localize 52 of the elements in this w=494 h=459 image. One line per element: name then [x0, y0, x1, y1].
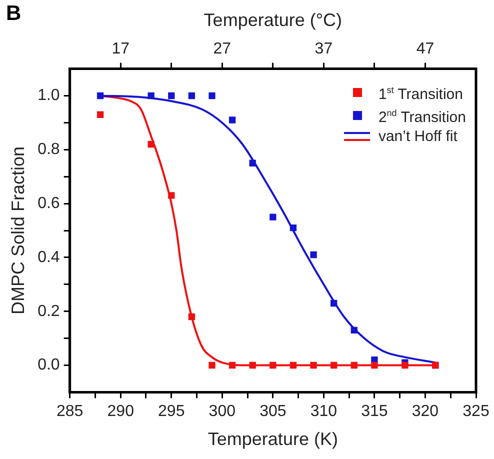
point	[350, 326, 358, 334]
point	[310, 251, 317, 258]
point	[96, 92, 104, 100]
point	[228, 362, 236, 369]
point	[228, 116, 236, 124]
point	[290, 224, 297, 232]
point	[168, 92, 175, 100]
x-tick-label: 285	[56, 403, 84, 420]
y-tick-label: 1.0	[38, 87, 60, 104]
point	[148, 92, 154, 100]
x2-tick-label: 37	[314, 40, 333, 58]
y-tick-label: 0.2	[38, 302, 60, 320]
x-axis-title: Temperature (K)	[208, 429, 338, 450]
y-axis-title: DMPC Solid Fraction	[8, 146, 28, 315]
point	[270, 214, 276, 220]
x2-axis-title: Temperature (°C)	[204, 10, 342, 30]
y-tick-label: 0.0	[38, 356, 60, 374]
point	[208, 362, 216, 369]
x-tick-label: 290	[107, 403, 134, 420]
point	[350, 362, 358, 369]
point	[402, 362, 408, 369]
point	[188, 313, 196, 320]
point	[371, 362, 378, 369]
legend-label: 1$^{st}$ Transition	[378, 84, 463, 104]
legend-label: 2$^{nd}$ Transition	[378, 106, 466, 127]
x2-tick-label: 17	[112, 40, 130, 58]
point	[148, 140, 154, 148]
point	[330, 362, 338, 369]
x-tick-label: 300	[208, 403, 236, 420]
point	[168, 192, 175, 199]
x-tick-label: 320	[412, 403, 439, 420]
point	[96, 111, 104, 118]
x-tick-label: 295	[158, 403, 185, 420]
x-tick-label: 325	[462, 403, 490, 420]
y-tick-label: 0.4	[38, 248, 60, 266]
point	[249, 160, 256, 166]
point	[270, 362, 276, 369]
x-tick-label: 305	[260, 403, 286, 420]
chart-title: B	[6, 2, 22, 26]
point	[330, 300, 338, 307]
point	[208, 92, 216, 100]
legend-label: van’t Hoff fit	[378, 126, 458, 146]
x2-tick-label: 27	[213, 40, 232, 58]
point	[310, 362, 317, 369]
x-tick-label: 310	[310, 403, 338, 420]
y-tick-label: 0.8	[38, 141, 60, 158]
x-tick-label: 315	[361, 403, 388, 420]
y-tick-label: 0.6	[38, 194, 60, 212]
point	[249, 362, 256, 369]
point	[290, 362, 297, 369]
point	[188, 92, 196, 100]
x2-tick-label: 47	[416, 40, 434, 58]
